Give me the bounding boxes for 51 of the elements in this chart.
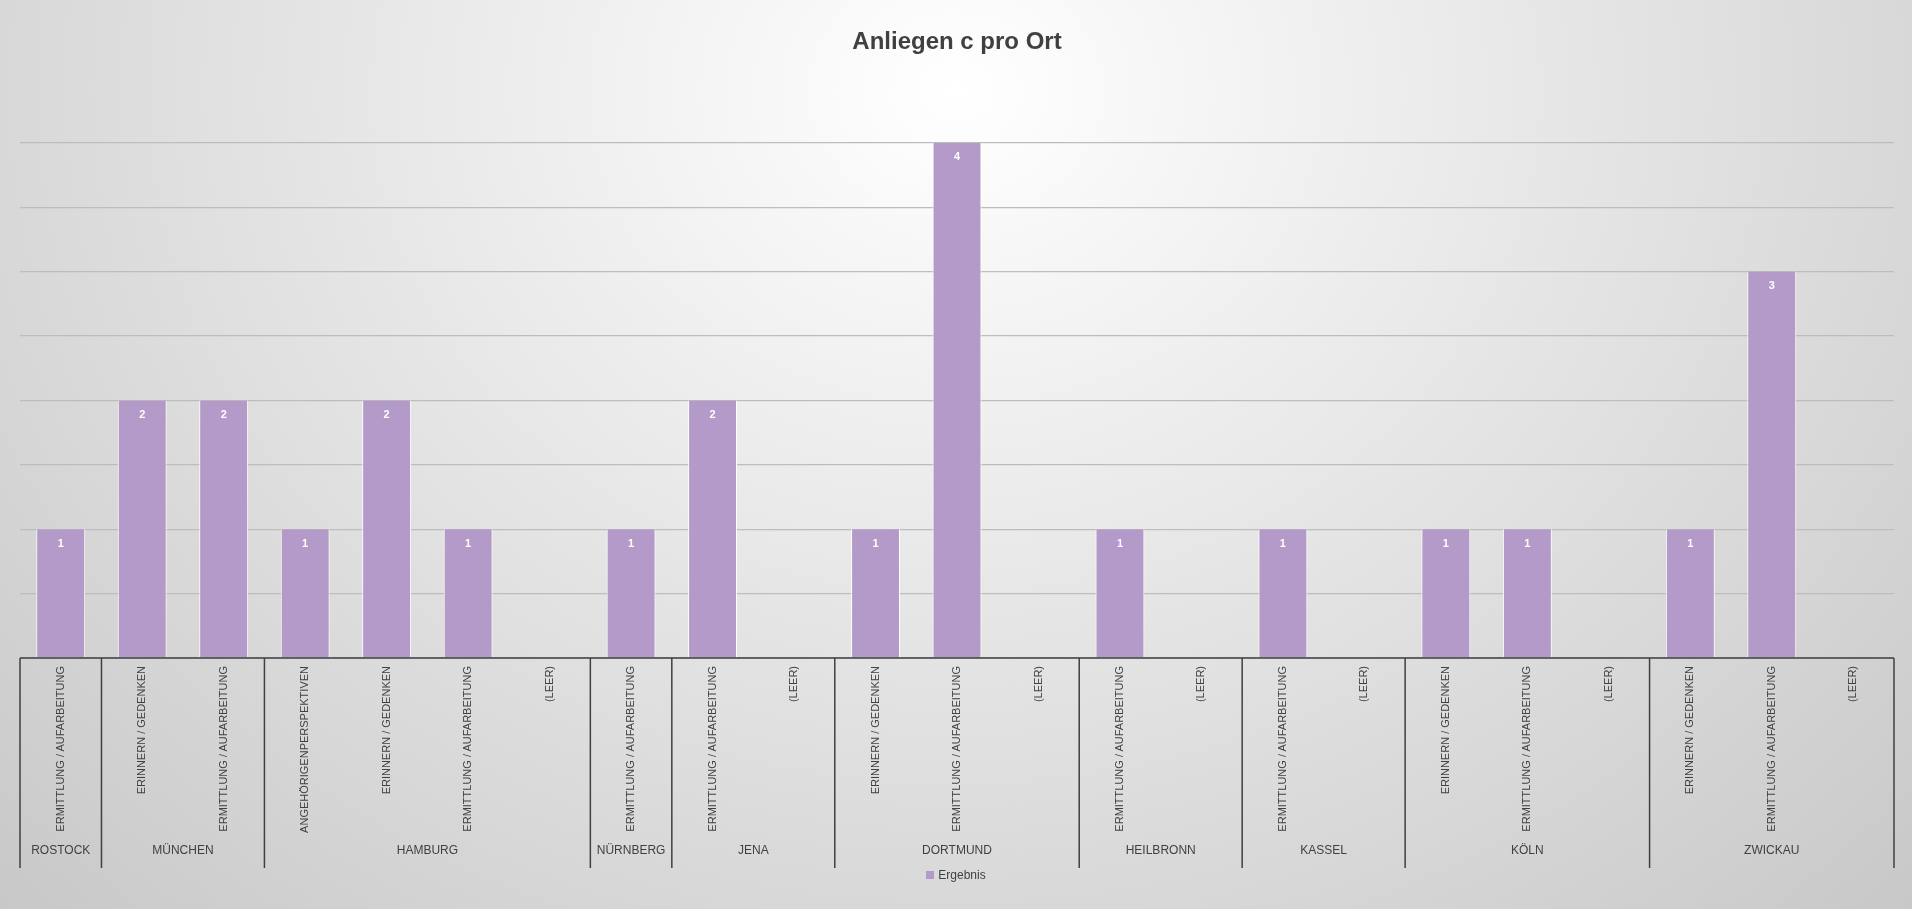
x-tick-label: ERINNERN / GEDENKEN: [135, 665, 148, 795]
text: DORTMUND: [922, 843, 993, 858]
text: MÜNCHEN: [152, 843, 214, 858]
data-label: 4: [953, 150, 961, 163]
x-tick-label: ERINNERN / GEDENKEN: [1438, 665, 1451, 795]
x-tick-label: ERMITTLUNG / AUFARBEITUNG: [1520, 666, 1533, 832]
x-tick-label: ERMITTLUNG / AUFARBEITUNG: [1112, 666, 1125, 832]
data-label: 1: [1279, 536, 1286, 549]
x-tick-label: ERMITTLUNG / AUFARBEITUNG: [1764, 666, 1777, 832]
x-tick-label: ERMITTLUNG / AUFARBEITUNG: [53, 666, 66, 832]
text: HAMBURG: [396, 843, 459, 858]
x-tick-label: ERMITTLUNG / AUFARBEITUNG: [705, 666, 718, 832]
text: KÖLN: [1511, 843, 1544, 858]
x-tick-label: ERINNERN / GEDENKEN: [1683, 665, 1696, 795]
text: ROSTOCK: [31, 843, 91, 858]
x-tick-label: (LEER): [787, 666, 800, 703]
data-label: 1: [1442, 536, 1449, 549]
data-label: 1: [1116, 536, 1124, 549]
text: JENA: [737, 843, 769, 858]
data-label: 2: [220, 407, 227, 420]
x-tick-label: (LEER): [1194, 666, 1207, 703]
data-label: 1: [1687, 536, 1694, 549]
x-tick-label: ERINNERN / GEDENKEN: [868, 665, 881, 795]
data-label: 3: [1768, 279, 1775, 292]
chart-title: Anliegen c pro Ort: [852, 27, 1062, 55]
x-tick-label: (LEER): [542, 666, 555, 703]
x-tick-label: ERMITTLUNG / AUFARBEITUNG: [950, 666, 963, 832]
data-label: 2: [709, 407, 716, 420]
x-tick-label: ERINNERN / GEDENKEN: [379, 665, 392, 795]
x-tick-label: (LEER): [1601, 666, 1614, 703]
text: NÜRNBERG: [596, 843, 666, 858]
data-label: 1: [302, 536, 309, 549]
text: KASSEL: [1300, 843, 1348, 858]
x-tick-label: (LEER): [1846, 666, 1859, 703]
data-label: 1: [465, 536, 472, 549]
text: ZWICKAU: [1744, 843, 1800, 858]
data-label: 2: [139, 407, 146, 420]
x-tick-label: (LEER): [1031, 666, 1044, 703]
legend-label: Ergebnis: [938, 868, 986, 882]
data-label: 1: [628, 536, 635, 549]
text: HEILBRONN: [1125, 843, 1196, 858]
data-label: 1: [1524, 536, 1531, 549]
x-tick-label: ERMITTLUNG / AUFARBEITUNG: [216, 666, 229, 832]
x-tick-label: ERMITTLUNG / AUFARBEITUNG: [461, 666, 474, 832]
data-label: 1: [57, 536, 64, 549]
x-tick-label: ERMITTLUNG / AUFARBEITUNG: [624, 666, 637, 832]
x-tick-label: ERMITTLUNG / AUFARBEITUNG: [1275, 666, 1288, 832]
x-tick-label: ANGEHÖRIGENPERSPEKTIVEN: [298, 665, 311, 833]
data-label: 1: [872, 536, 879, 549]
data-label: 2: [383, 407, 390, 420]
x-tick-label: (LEER): [1357, 666, 1370, 703]
